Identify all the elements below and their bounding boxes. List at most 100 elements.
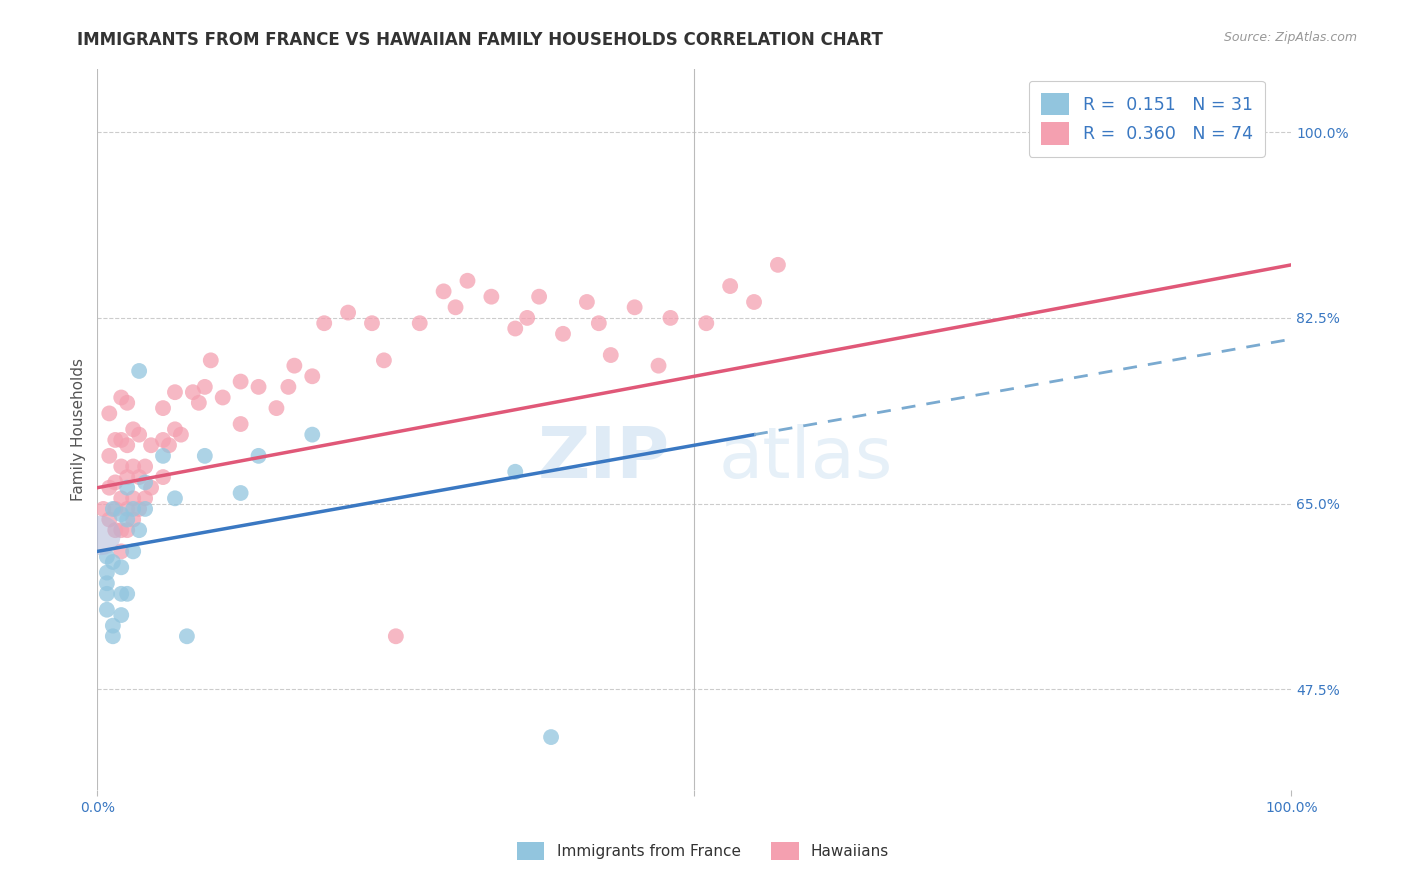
Point	[96, 576, 118, 591]
Point	[96, 566, 118, 580]
Point	[503, 465, 526, 479]
Point	[115, 502, 138, 516]
Point	[91, 502, 114, 516]
Point	[229, 417, 252, 431]
Point	[98, 406, 121, 420]
Point	[283, 359, 305, 373]
Point	[516, 310, 538, 325]
Point	[301, 369, 323, 384]
Point	[96, 549, 118, 564]
Point	[176, 629, 198, 643]
Point	[266, 401, 288, 416]
Point	[181, 385, 204, 400]
Point	[104, 433, 127, 447]
Point	[623, 300, 645, 314]
Point	[229, 486, 252, 500]
Point	[718, 279, 741, 293]
Point	[157, 438, 180, 452]
Point	[96, 603, 118, 617]
Point	[152, 401, 174, 416]
Point	[187, 396, 209, 410]
Point	[122, 491, 145, 506]
Point	[433, 285, 456, 299]
Point	[122, 544, 145, 558]
Point	[98, 481, 121, 495]
Point	[134, 502, 156, 516]
Point	[110, 459, 132, 474]
Point	[115, 470, 138, 484]
Point	[104, 502, 127, 516]
Point	[101, 555, 124, 569]
Point	[134, 491, 156, 506]
Point	[152, 449, 174, 463]
Point	[134, 475, 156, 490]
Point	[373, 353, 395, 368]
Text: Source: ZipAtlas.com: Source: ZipAtlas.com	[1223, 31, 1357, 45]
Legend: R =  0.151   N = 31, R =  0.360   N = 74: R = 0.151 N = 31, R = 0.360 N = 74	[1029, 81, 1265, 157]
Point	[695, 316, 717, 330]
Point	[110, 433, 132, 447]
Point	[115, 481, 138, 495]
Point	[104, 523, 127, 537]
Point	[152, 433, 174, 447]
Point	[170, 427, 193, 442]
Point	[211, 391, 233, 405]
Point	[98, 512, 121, 526]
Point	[247, 449, 270, 463]
Y-axis label: Family Households: Family Households	[72, 358, 86, 500]
Point	[139, 481, 162, 495]
Point	[128, 502, 150, 516]
Point	[409, 316, 432, 330]
Point	[385, 629, 408, 643]
Point	[104, 475, 127, 490]
Point	[163, 491, 186, 506]
Point	[115, 587, 138, 601]
Point	[110, 587, 132, 601]
Legend: Immigrants from France, Hawaiians: Immigrants from France, Hawaiians	[510, 836, 896, 866]
Point	[527, 290, 550, 304]
Point	[101, 629, 124, 643]
Point	[456, 274, 478, 288]
Point	[337, 305, 360, 319]
Point	[96, 587, 118, 601]
Point	[551, 326, 574, 341]
Point	[101, 618, 124, 632]
Point	[110, 491, 132, 506]
Point	[128, 523, 150, 537]
Point	[277, 380, 299, 394]
Point	[588, 316, 610, 330]
Point	[540, 730, 562, 744]
Point	[110, 560, 132, 574]
Point	[444, 300, 467, 314]
Point	[122, 459, 145, 474]
Point	[128, 364, 150, 378]
Point	[115, 523, 138, 537]
Point	[647, 359, 669, 373]
Point	[200, 353, 222, 368]
Point	[98, 449, 121, 463]
Point	[115, 438, 138, 452]
Point	[163, 422, 186, 436]
Point	[110, 523, 132, 537]
Point	[115, 512, 138, 526]
Point	[110, 608, 132, 623]
Point	[503, 321, 526, 335]
Point	[115, 396, 138, 410]
Point	[163, 385, 186, 400]
Point	[575, 295, 598, 310]
Point	[122, 422, 145, 436]
Point	[139, 438, 162, 452]
Point	[247, 380, 270, 394]
Point	[194, 449, 217, 463]
Point	[122, 512, 145, 526]
Point	[128, 427, 150, 442]
Point	[110, 507, 132, 521]
Point	[301, 427, 323, 442]
Point	[361, 316, 384, 330]
Point	[742, 295, 765, 310]
Text: atlas: atlas	[718, 424, 893, 492]
Point	[152, 470, 174, 484]
Point	[599, 348, 621, 362]
Point	[110, 544, 132, 558]
Text: ZIP: ZIP	[538, 424, 671, 492]
